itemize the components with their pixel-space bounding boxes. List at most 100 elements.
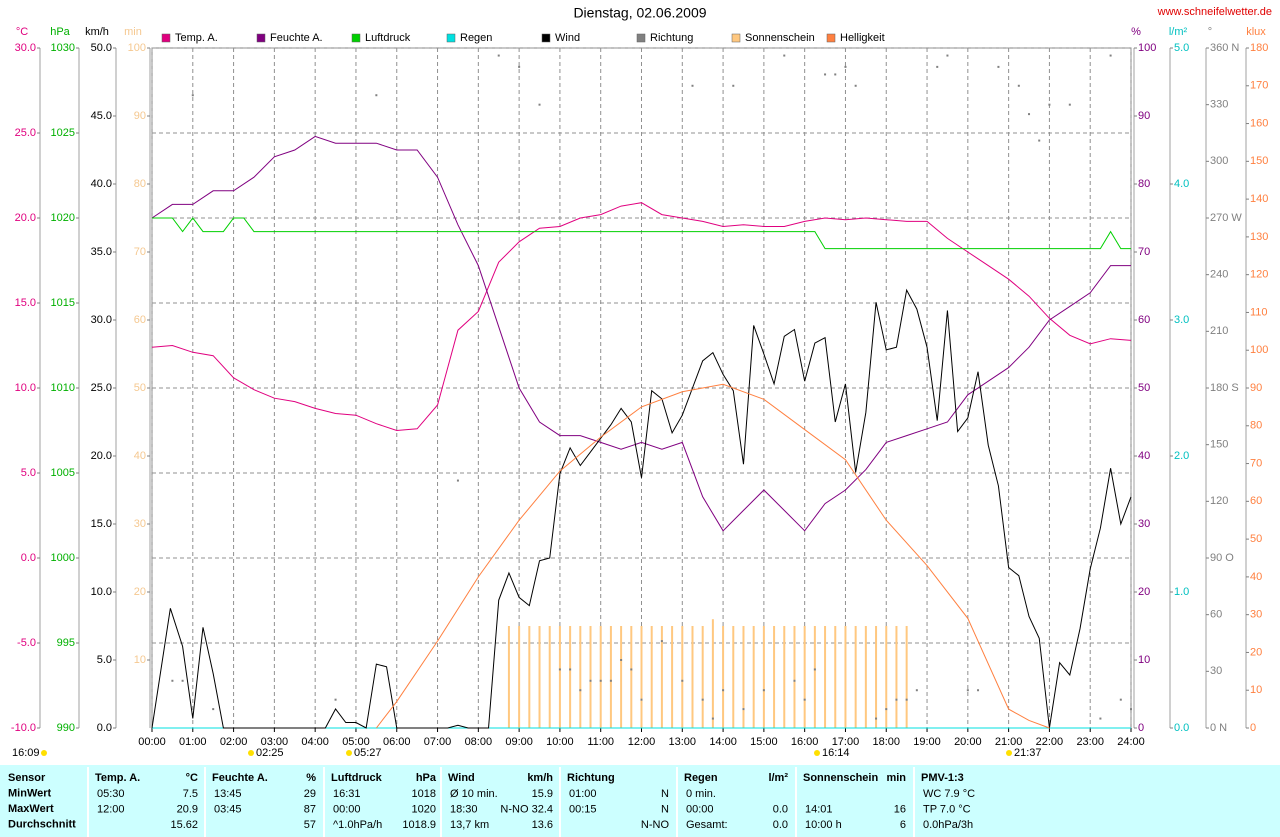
direction-dot [171, 679, 174, 682]
sunshine-bar [630, 626, 633, 728]
direction-dot [212, 708, 215, 711]
table-cell: 03:45 [214, 803, 242, 815]
direction-dot [609, 679, 612, 682]
x-tick-label: 16:00 [791, 736, 819, 748]
x-tick-label: 14:00 [709, 736, 737, 748]
sunshine-bar [722, 626, 725, 728]
direction-dot [977, 689, 980, 692]
x-tick-label: 17:00 [832, 736, 860, 748]
direction-dot [640, 698, 643, 701]
sunshine-bar [671, 626, 674, 728]
table-cell: 20.9 [177, 803, 198, 815]
y-tick-label: 35.0 [91, 246, 112, 258]
y-tick-label: 100 [1138, 42, 1156, 54]
table-header: Wind [448, 772, 475, 784]
series-line [151, 135, 1131, 532]
sunshine-bar [620, 626, 623, 728]
direction-dot [793, 679, 796, 682]
y-tick-label: 50 [1250, 533, 1262, 545]
direction-dot [681, 679, 684, 682]
direction-dot [803, 698, 806, 701]
axis-unit: ° [1208, 26, 1212, 38]
sunshine-bar [793, 626, 796, 728]
y-tick-label: 1020 [51, 212, 75, 224]
chart-title: Dienstag, 02.06.2009 [573, 5, 706, 21]
y-tick-label: 5.0 [97, 654, 112, 666]
y-tick-label: 100 [128, 42, 146, 54]
row-label: MaxWert [8, 803, 54, 815]
y-tick-label: 40 [1138, 450, 1150, 462]
x-tick-label: 08:00 [465, 736, 493, 748]
direction-dot [1119, 698, 1122, 701]
series-line [375, 383, 1050, 729]
y-tick-label: 20.0 [15, 212, 36, 224]
x-tick-label: 11:00 [587, 736, 614, 748]
table-cell: N [661, 803, 669, 815]
time-marker: 05:27 [354, 747, 382, 759]
sunshine-bar [773, 626, 776, 728]
y-tick-label: 150 [1250, 155, 1268, 167]
x-tick-label: 20:00 [954, 736, 982, 748]
y-tick-label: 50 [1138, 382, 1150, 394]
y-tick-label: 0 N [1210, 722, 1227, 734]
table-cell: 13.6 [532, 819, 553, 831]
table-unit: °C [186, 772, 198, 784]
table-unit: % [306, 772, 316, 784]
y-tick-label: 30.0 [15, 42, 36, 54]
sunshine-bar [732, 626, 735, 728]
x-tick-label: 09:00 [505, 736, 533, 748]
sunshine-bar [834, 626, 837, 728]
y-tick-label: 60 [1210, 609, 1222, 621]
table-header: Richtung [567, 772, 615, 784]
y-tick-label: 0.0 [97, 722, 112, 734]
sunshine-bar [875, 626, 878, 728]
y-tick-label: 1.0 [1174, 586, 1189, 598]
legend-label: Luftdruck [365, 32, 411, 44]
direction-dot [569, 668, 572, 671]
direction-dot [538, 103, 541, 106]
y-tick-label: 10.0 [91, 586, 112, 598]
y-tick-label: 30 [134, 518, 146, 530]
y-tick-label: 40.0 [91, 178, 112, 190]
y-tick-label: 1010 [51, 382, 75, 394]
direction-dot [732, 84, 735, 87]
legend-label: Wind [555, 32, 580, 44]
sunshine-bar [752, 626, 755, 728]
y-tick-label: 120 [1250, 269, 1268, 281]
table-cell: 13,7 km [450, 819, 489, 831]
table-cell: 0.0 [773, 819, 788, 831]
x-tick-label: 23:00 [1076, 736, 1104, 748]
x-tick-label: 12:00 [628, 736, 656, 748]
y-tick-label: 40 [1250, 571, 1262, 583]
table-header: Regen [684, 772, 718, 784]
y-tick-label: 5.0 [21, 467, 36, 479]
table-cell: 16:31 [333, 788, 361, 800]
y-tick-label: 30 [1138, 518, 1150, 530]
table-cell: 6 [900, 819, 906, 831]
series-line [151, 202, 1132, 432]
series-line [152, 217, 1131, 250]
y-tick-label: 160 [1250, 117, 1268, 129]
sunshine-bar [609, 626, 612, 728]
x-tick-label: 18:00 [872, 736, 900, 748]
sunshine-bar [548, 626, 551, 728]
table-cell: 87 [304, 803, 316, 815]
table-header: PMV-1:3 [921, 772, 964, 784]
y-tick-label: 0 [1138, 722, 1144, 734]
time-marker: 16:09 [12, 747, 40, 759]
sunshine-bar [691, 626, 694, 728]
y-tick-label: 50 [134, 382, 146, 394]
x-tick-label: 01:00 [179, 736, 207, 748]
axis-unit: km/h [85, 26, 109, 38]
direction-dot [1099, 717, 1102, 720]
direction-dot [191, 94, 194, 97]
table-header: Feuchte A. [212, 772, 268, 784]
direction-dot [844, 65, 847, 68]
y-tick-label: 270 W [1210, 212, 1242, 224]
table-cell: Gesamt: [686, 819, 728, 831]
direction-dot [1038, 139, 1041, 142]
sunshine-bar [518, 626, 521, 728]
axis-unit: % [1131, 26, 1141, 38]
table-cell: 00:15 [569, 803, 597, 815]
